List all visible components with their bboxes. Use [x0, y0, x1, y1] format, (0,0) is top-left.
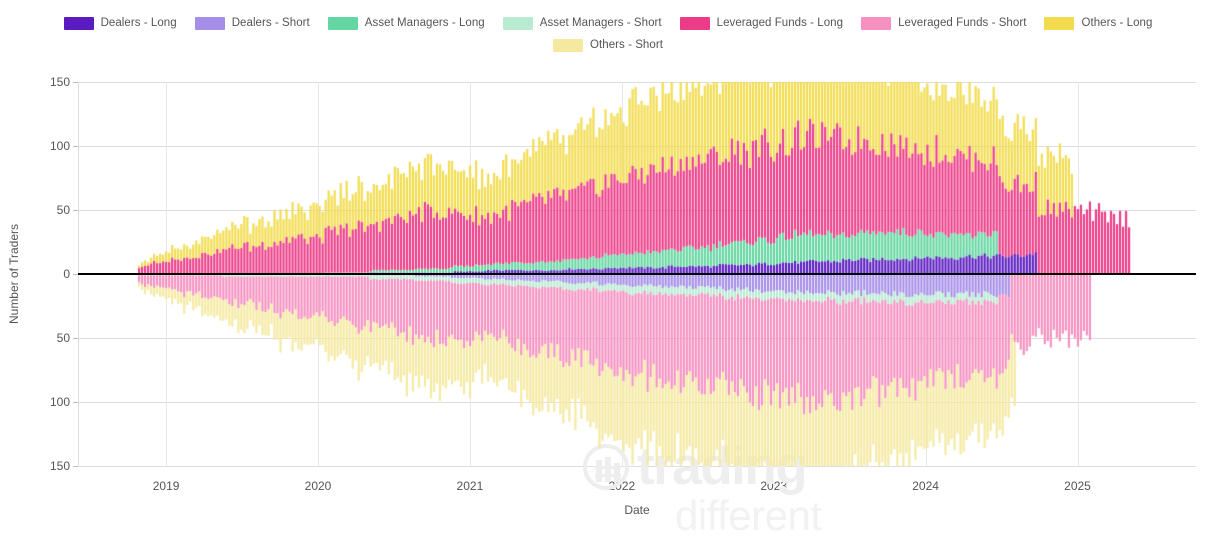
x-tick-label: 2022 [608, 479, 636, 493]
x-tick-label: 2020 [304, 479, 332, 493]
legend-row-secondary: Others - Short [0, 34, 1216, 56]
x-axis-title: Date [624, 503, 650, 517]
legend-row-primary: Dealers - Long Dealers - Short Asset Manag… [0, 12, 1216, 34]
y-axis-title: Number of Traders [7, 223, 21, 325]
legend-label-asset-managers-long: Asset Managers - Long [364, 16, 485, 29]
y-tick-mark [73, 146, 78, 147]
y-tick-label: 150 [49, 459, 70, 473]
chart-legend: Dealers - Long Dealers - Short Asset Manag… [0, 0, 1216, 56]
legend-label-others-short: Others - Short [590, 38, 663, 51]
legend-swatch-dealers-long [63, 16, 94, 30]
y-tick-mark [73, 402, 78, 403]
legend-item-leveraged-funds-long[interactable]: Leveraged Funds - Long [679, 16, 844, 30]
zero-line [78, 273, 1196, 275]
legend-label-dealers-short: Dealers - Short [231, 16, 310, 29]
legend-swatch-leveraged-funds-short [861, 16, 892, 30]
x-tick-label: 2023 [760, 479, 788, 493]
plot-area[interactable]: trading different [78, 82, 1196, 538]
watermark-word-different: different [675, 492, 822, 539]
legend-item-others-short[interactable]: Others - Short [553, 38, 663, 52]
y-tick-label: 50 [56, 331, 70, 345]
legend-item-asset-managers-short[interactable]: Asset Managers - Short [502, 16, 662, 30]
legend-label-dealers-long: Dealers - Long [100, 16, 177, 29]
gridline-horizontal [78, 466, 1196, 467]
legend-item-dealers-long[interactable]: Dealers - Long [63, 16, 177, 30]
y-tick-label: 0 [63, 267, 70, 281]
x-tick-label: 2025 [1064, 479, 1091, 493]
legend-item-others-long[interactable]: Others - Long [1044, 16, 1153, 30]
x-tick-label: 2021 [456, 479, 484, 493]
legend-swatch-asset-managers-short [502, 16, 533, 30]
x-tick-label: 2019 [152, 479, 180, 493]
plot-wrapper: Number of Traders Date 150 100 50 0 50 100 150… [7, 75, 1196, 538]
legend-item-dealers-short[interactable]: Dealers - Short [194, 16, 310, 30]
legend-label-others-long: Others - Long [1081, 16, 1153, 29]
y-tick-mark [73, 210, 78, 211]
y-tick-label: 150 [49, 75, 70, 89]
legend-item-leveraged-funds-short[interactable]: Leveraged Funds - Short [861, 16, 1027, 30]
legend-swatch-others-long [1044, 16, 1075, 30]
legend-swatch-dealers-short [194, 16, 225, 30]
legend-swatch-leveraged-funds-long [679, 16, 710, 30]
legend-item-asset-managers-long[interactable]: Asset Managers - Long [327, 16, 485, 30]
y-tick-label: 50 [56, 203, 70, 217]
legend-swatch-others-short [553, 38, 584, 52]
legend-swatch-asset-managers-long [327, 16, 358, 30]
y-tick-mark [73, 338, 78, 339]
legend-label-leveraged-funds-long: Leveraged Funds - Long [716, 16, 844, 29]
y-tick-mark [73, 82, 78, 83]
legend-label-leveraged-funds-short: Leveraged Funds - Short [898, 16, 1027, 29]
y-tick-label: 100 [49, 395, 70, 409]
x-tick-label: 2024 [912, 479, 939, 493]
y-tick-label: 100 [49, 139, 70, 153]
y-tick-mark [73, 274, 78, 275]
legend-label-asset-managers-short: Asset Managers - Short [539, 16, 662, 29]
y-tick-mark [73, 466, 78, 467]
